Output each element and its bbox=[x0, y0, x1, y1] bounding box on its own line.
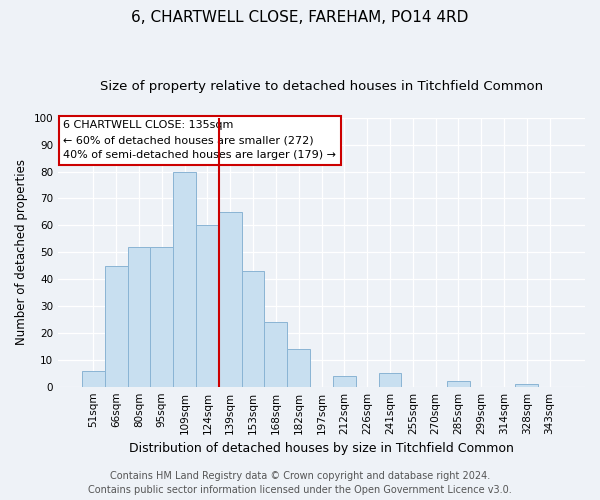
Bar bbox=[151, 247, 173, 386]
Bar bbox=[515, 384, 538, 386]
Bar bbox=[447, 382, 470, 386]
Bar bbox=[196, 226, 219, 386]
Bar bbox=[287, 349, 310, 387]
Bar bbox=[82, 370, 105, 386]
Bar bbox=[219, 212, 242, 386]
Bar bbox=[265, 322, 287, 386]
Bar bbox=[173, 172, 196, 386]
Bar bbox=[242, 271, 265, 386]
Bar bbox=[105, 266, 128, 386]
Text: 6, CHARTWELL CLOSE, FAREHAM, PO14 4RD: 6, CHARTWELL CLOSE, FAREHAM, PO14 4RD bbox=[131, 10, 469, 25]
Bar bbox=[128, 247, 151, 386]
Title: Size of property relative to detached houses in Titchfield Common: Size of property relative to detached ho… bbox=[100, 80, 543, 93]
Y-axis label: Number of detached properties: Number of detached properties bbox=[15, 159, 28, 345]
Bar bbox=[379, 373, 401, 386]
X-axis label: Distribution of detached houses by size in Titchfield Common: Distribution of detached houses by size … bbox=[129, 442, 514, 455]
Text: 6 CHARTWELL CLOSE: 135sqm
← 60% of detached houses are smaller (272)
40% of semi: 6 CHARTWELL CLOSE: 135sqm ← 60% of detac… bbox=[64, 120, 337, 160]
Bar bbox=[333, 376, 356, 386]
Text: Contains HM Land Registry data © Crown copyright and database right 2024.
Contai: Contains HM Land Registry data © Crown c… bbox=[88, 471, 512, 495]
